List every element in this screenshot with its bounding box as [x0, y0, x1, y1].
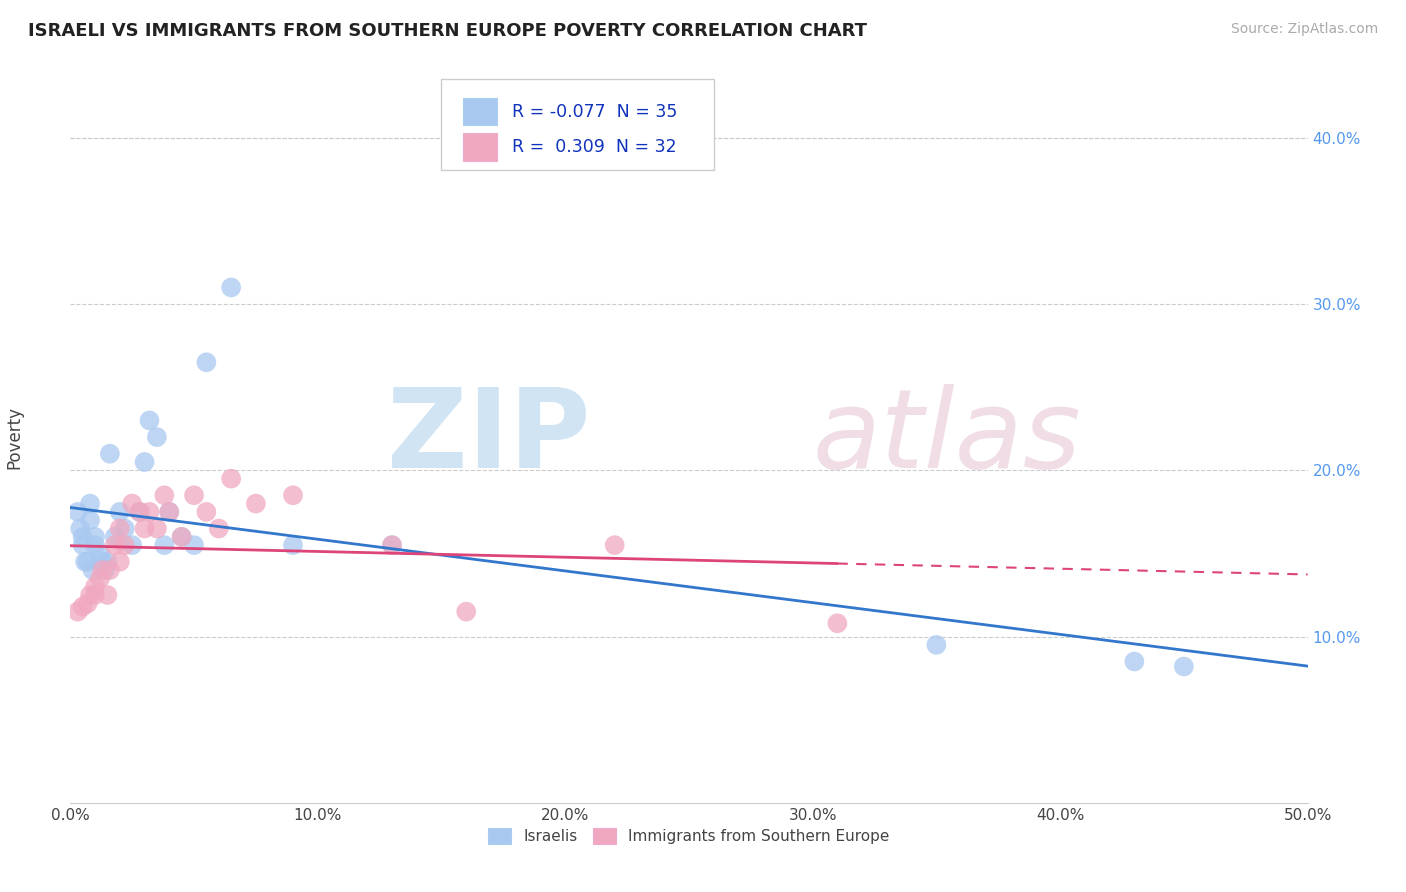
- Point: [72, 530, 94, 544]
- Point: [245, 497, 267, 511]
- Point: [82, 563, 104, 577]
- Point: [603, 538, 626, 552]
- Point: [1123, 655, 1146, 669]
- Point: [76, 555, 98, 569]
- Point: [72, 599, 94, 614]
- Point: [157, 505, 180, 519]
- Point: [89, 571, 111, 585]
- Point: [925, 638, 948, 652]
- Point: [98, 447, 121, 461]
- Point: [146, 430, 169, 444]
- Point: [98, 563, 121, 577]
- Text: Poverty: Poverty: [6, 406, 24, 468]
- FancyBboxPatch shape: [463, 98, 498, 126]
- Point: [219, 280, 242, 294]
- Point: [114, 521, 136, 535]
- Point: [381, 538, 404, 552]
- Point: [170, 530, 193, 544]
- Text: ZIP: ZIP: [387, 384, 591, 491]
- Point: [195, 505, 218, 519]
- Point: [121, 497, 143, 511]
- FancyBboxPatch shape: [441, 78, 714, 170]
- Point: [138, 505, 160, 519]
- Point: [89, 546, 111, 560]
- Point: [281, 488, 304, 502]
- Text: R = -0.077  N = 35: R = -0.077 N = 35: [512, 103, 678, 120]
- Point: [76, 596, 98, 610]
- Point: [456, 605, 478, 619]
- Point: [91, 555, 114, 569]
- Point: [183, 488, 205, 502]
- Point: [128, 505, 150, 519]
- Point: [170, 530, 193, 544]
- Point: [827, 616, 849, 631]
- Point: [84, 530, 107, 544]
- Point: [94, 563, 117, 577]
- Legend: Israelis, Immigrants from Southern Europe: Israelis, Immigrants from Southern Europ…: [482, 822, 896, 850]
- Point: [121, 538, 143, 552]
- Point: [195, 355, 218, 369]
- Point: [134, 521, 156, 535]
- Point: [219, 472, 242, 486]
- Point: [281, 538, 304, 552]
- Point: [381, 538, 404, 552]
- Point: [114, 538, 136, 552]
- Point: [104, 530, 127, 544]
- FancyBboxPatch shape: [463, 133, 498, 161]
- Point: [1173, 659, 1195, 673]
- Point: [79, 497, 101, 511]
- Point: [84, 538, 107, 552]
- Point: [66, 505, 89, 519]
- Point: [157, 505, 180, 519]
- Point: [84, 580, 107, 594]
- Point: [79, 513, 101, 527]
- Point: [91, 563, 114, 577]
- Point: [66, 605, 89, 619]
- Point: [104, 538, 127, 552]
- Point: [96, 555, 118, 569]
- Point: [128, 505, 150, 519]
- Point: [108, 521, 131, 535]
- Point: [72, 538, 94, 552]
- Point: [208, 521, 231, 535]
- Point: [108, 555, 131, 569]
- Point: [96, 588, 118, 602]
- Point: [153, 538, 176, 552]
- Text: Source: ZipAtlas.com: Source: ZipAtlas.com: [1230, 22, 1378, 37]
- Point: [69, 521, 91, 535]
- Point: [146, 521, 169, 535]
- Point: [75, 555, 97, 569]
- Point: [138, 413, 160, 427]
- Text: ISRAELI VS IMMIGRANTS FROM SOUTHERN EUROPE POVERTY CORRELATION CHART: ISRAELI VS IMMIGRANTS FROM SOUTHERN EURO…: [28, 22, 868, 40]
- Text: atlas: atlas: [813, 384, 1081, 491]
- Point: [79, 588, 101, 602]
- Point: [108, 505, 131, 519]
- Point: [84, 588, 107, 602]
- Point: [153, 488, 176, 502]
- Point: [183, 538, 205, 552]
- Point: [134, 455, 156, 469]
- Text: R =  0.309  N = 32: R = 0.309 N = 32: [512, 137, 676, 156]
